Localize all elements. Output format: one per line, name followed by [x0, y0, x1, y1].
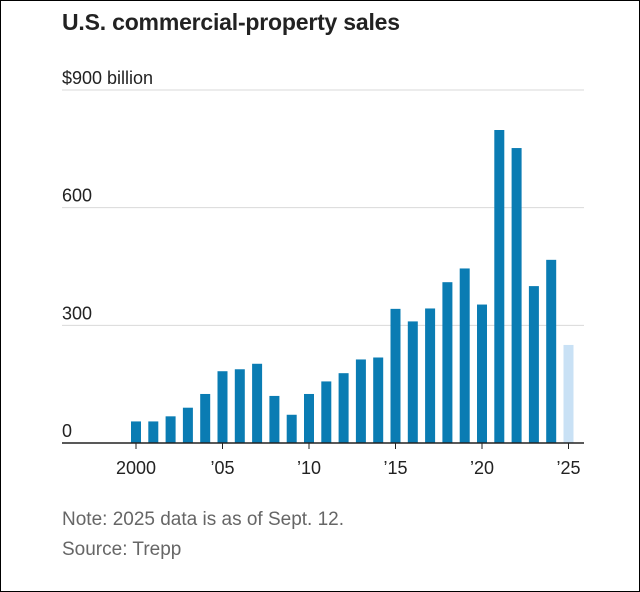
x-tick-label-2015: ’15: [383, 458, 407, 478]
chart-source: Source: Trepp: [62, 539, 182, 560]
bar-2001: [148, 421, 159, 443]
chart-note: Note: 2025 data is as of Sept. 12.: [62, 509, 345, 530]
bar-2004: [200, 393, 211, 443]
bar-2000: [131, 421, 141, 443]
bar-2017: [425, 308, 436, 443]
bar-2005: [217, 371, 228, 443]
bar-2012: [338, 373, 349, 443]
bar-2003: [182, 407, 193, 443]
x-tick-label-2000: 2000: [116, 458, 156, 478]
bar-2022: [511, 148, 522, 443]
bar-2013: [355, 359, 366, 443]
bar-2018: [442, 282, 453, 443]
bar-2020: [477, 304, 487, 443]
y-tick-label-300: 300: [62, 303, 92, 323]
x-tick-label-2010: ’10: [297, 458, 321, 478]
bar-2024: [546, 259, 557, 443]
bar-2014: [373, 357, 384, 443]
bar-chart: 0 300 600 $900 billion 2000 ’05 ’10 ’15 ’20 ’25: [62, 68, 584, 478]
bar-2025: [563, 344, 574, 443]
bar-2011: [321, 381, 332, 443]
x-tick-label-2005: ’05: [210, 458, 234, 478]
y-tick-label-900: $900 billion: [62, 68, 153, 88]
y-tick-label-0: 0: [62, 421, 72, 441]
bar-2015: [390, 308, 401, 443]
bar-2006: [234, 369, 245, 443]
bar-2008: [269, 395, 280, 443]
bar-2021: [494, 130, 505, 444]
x-tick-label-2020: ’20: [470, 458, 494, 478]
chart-title: U.S. commercial-property sales: [62, 9, 400, 35]
bar-2002: [165, 416, 176, 443]
x-tick-label-2025: ’25: [556, 458, 580, 478]
bar-2019: [459, 268, 470, 443]
bar-2023: [528, 286, 539, 443]
bar-2009: [286, 414, 297, 443]
bar-2016: [407, 321, 418, 443]
bar-2010: [304, 393, 314, 443]
y-tick-label-600: 600: [62, 186, 92, 206]
bar-2007: [252, 363, 263, 443]
